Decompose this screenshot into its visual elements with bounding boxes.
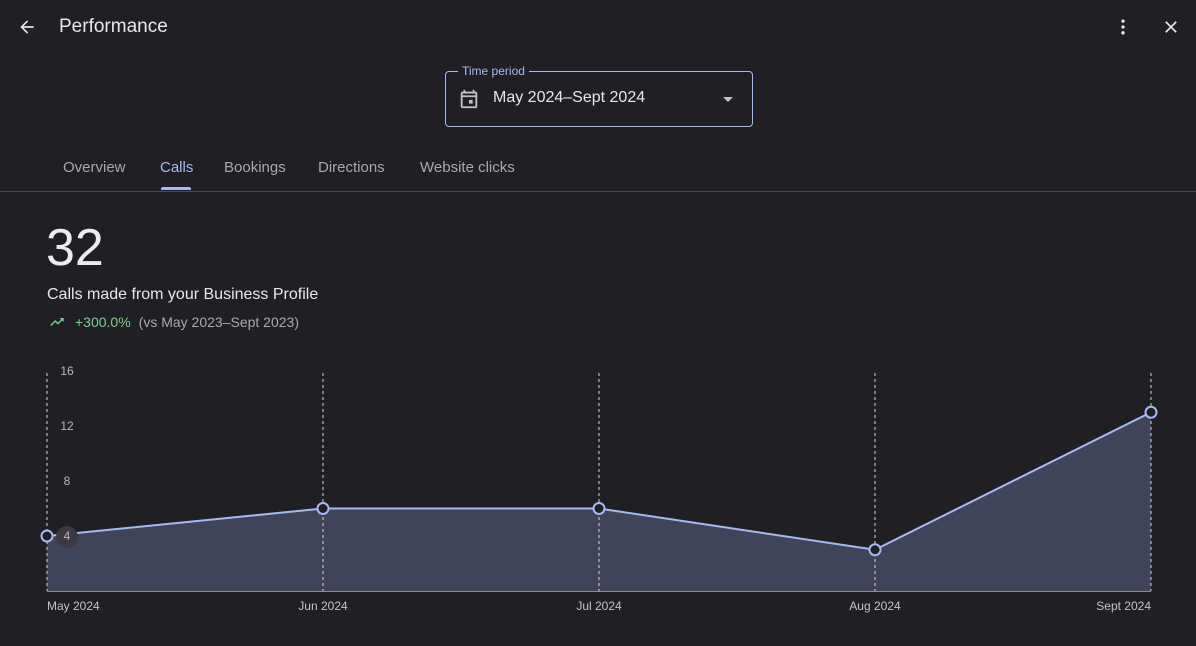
x-tick-label: Jun 2024 bbox=[298, 599, 348, 613]
y-tick-label: 8 bbox=[64, 474, 71, 488]
x-tick-label: May 2024 bbox=[47, 599, 100, 613]
tab-website-clicks[interactable]: Website clicks bbox=[420, 159, 515, 176]
change-percentage: +300.0% bbox=[75, 314, 131, 330]
page-title: Performance bbox=[59, 16, 168, 37]
more-vert-icon bbox=[1121, 19, 1125, 35]
comparison-period: (vs May 2023–Sept 2023) bbox=[138, 314, 299, 330]
data-point bbox=[40, 529, 54, 543]
close-icon bbox=[1165, 21, 1177, 33]
tab-overview[interactable]: Overview bbox=[63, 159, 126, 176]
close-button[interactable] bbox=[1153, 9, 1189, 45]
y-tick-label: 4 bbox=[64, 529, 71, 543]
trending-up-icon bbox=[50, 318, 64, 326]
active-tab-indicator bbox=[161, 187, 191, 190]
metric-caption: Calls made from your Business Profile bbox=[47, 286, 319, 303]
tab-bookings[interactable]: Bookings bbox=[224, 159, 286, 176]
tab-directions[interactable]: Directions bbox=[318, 159, 385, 176]
time-period-value: May 2024–Sept 2024 bbox=[493, 89, 646, 106]
back-button[interactable] bbox=[9, 9, 45, 45]
data-point bbox=[592, 502, 606, 515]
x-tick-label: Aug 2024 bbox=[849, 599, 901, 613]
x-tick-label: Jul 2024 bbox=[576, 599, 622, 613]
time-period-label: Time period bbox=[458, 64, 529, 78]
x-tick-label: Sept 2024 bbox=[1096, 599, 1151, 613]
calendar-icon bbox=[460, 89, 478, 109]
arrow-back-icon bbox=[20, 20, 34, 34]
metric-value: 32 bbox=[46, 219, 104, 277]
more-options-button[interactable] bbox=[1105, 9, 1141, 45]
data-point bbox=[868, 543, 882, 557]
calls-chart: 4 8 12 16 May 2024 Jun 2024 Jul 2024 Aug 2024 Se… bbox=[40, 364, 1158, 613]
y-tick-label: 16 bbox=[60, 364, 74, 378]
dropdown-arrow-icon bbox=[723, 97, 733, 102]
data-point bbox=[316, 502, 330, 515]
y-tick-label: 12 bbox=[60, 419, 74, 433]
top-app-bar: Performance bbox=[0, 0, 1196, 54]
data-point bbox=[1144, 405, 1158, 419]
tab-calls[interactable]: Calls bbox=[160, 159, 194, 176]
tab-bar: Overview Calls Bookings Directions Websi… bbox=[0, 145, 1196, 192]
time-period-select[interactable]: Time period May 2024–Sept 2024 bbox=[445, 64, 753, 127]
y-tick-highlight bbox=[56, 526, 78, 548]
chart-area bbox=[47, 412, 1151, 591]
trend-row: +300.0% (vs May 2023–Sept 2023) bbox=[47, 313, 299, 331]
